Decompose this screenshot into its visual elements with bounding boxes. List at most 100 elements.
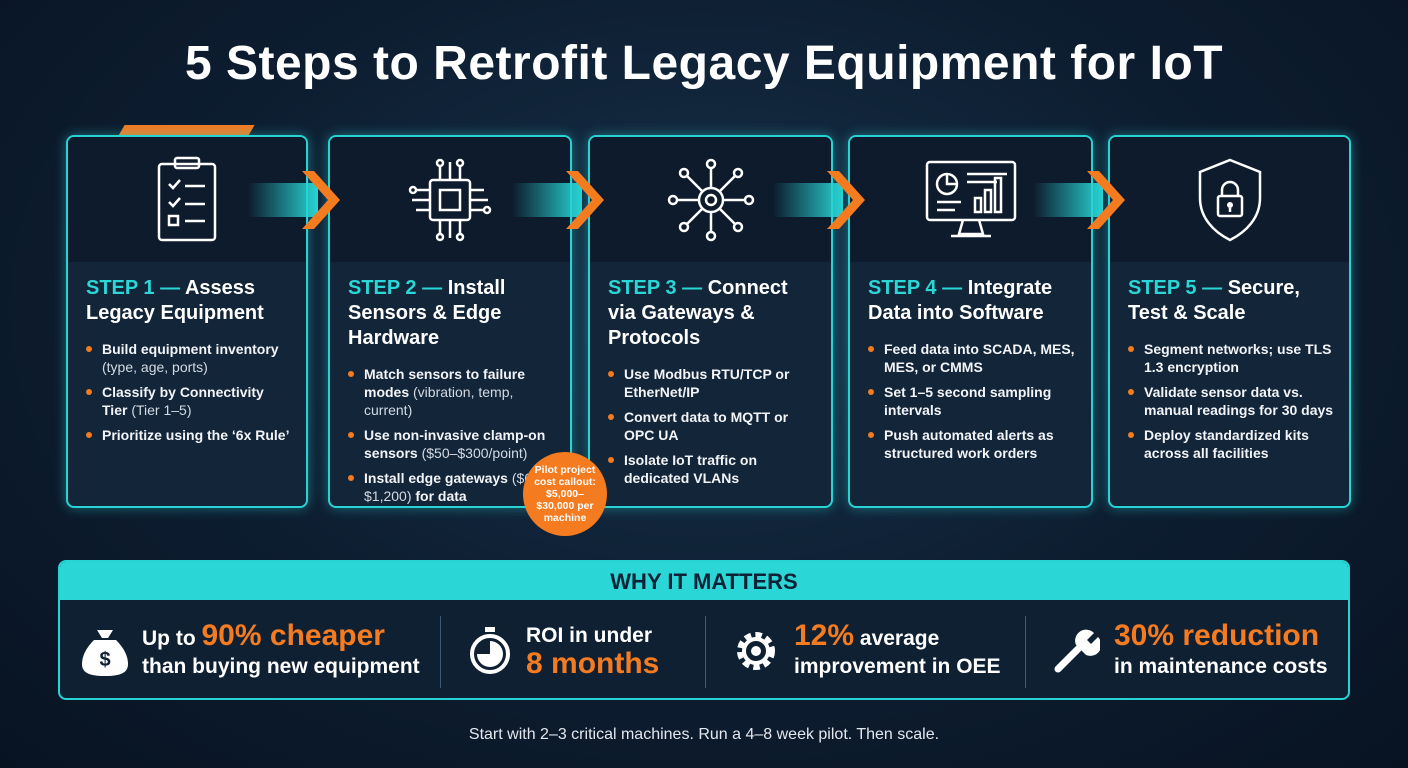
icon-shape	[185, 184, 205, 222]
icon-shape	[936, 200, 961, 211]
icon-shape	[704, 193, 717, 206]
icon-shape	[455, 158, 465, 167]
icon-shape	[676, 167, 745, 232]
icon-shape	[566, 171, 604, 229]
icon	[925, 160, 1016, 237]
bullet: Classify by Connectivity Tier (Tier 1–5)	[86, 383, 292, 419]
step-arrow	[773, 165, 873, 235]
icon-shape	[1075, 629, 1100, 656]
step-title: Integrate Data into Software	[868, 277, 1053, 324]
bullet: Use Modbus RTU/TCP or EtherNet/IP	[608, 365, 817, 401]
bullet: Isolate IoT traffic on dedicated VLANs	[608, 451, 817, 487]
bullet-text: Set 1–5 second sampling intervals	[884, 384, 1052, 418]
step-card: STEP 5 — Secure, Test & Scale Segment net…	[1108, 135, 1351, 508]
icon	[408, 158, 492, 241]
icon-shape	[1054, 645, 1082, 673]
bullet: Use non-invasive clamp-on sensors ($50–$…	[348, 426, 556, 462]
icon-shape	[512, 183, 582, 217]
stat-highlight: 30% reduction	[1114, 618, 1320, 652]
separator	[1025, 616, 1026, 688]
icon	[157, 156, 217, 241]
gear-icon	[737, 632, 775, 670]
icon-shape	[742, 637, 770, 665]
step-bullets: Build equipment inventory (type, age, po…	[86, 340, 292, 444]
icon-shape	[667, 194, 678, 205]
bullet-text: (vibration, temp, current)	[364, 384, 514, 418]
icon-shape	[751, 646, 761, 656]
icon-shape	[925, 160, 1016, 221]
step-label: STEP 1 —	[86, 277, 181, 299]
bullet-text: Use non-invasive clamp-on sensors	[364, 427, 546, 461]
bullet: Validate sensor data vs. manual readings…	[1128, 383, 1335, 419]
icon-shape	[412, 161, 488, 238]
icon	[773, 171, 865, 229]
icon-shape	[773, 183, 843, 217]
step-heading: STEP 2 — Install Sensors & Edge Hardware	[348, 276, 552, 351]
step-icon	[1110, 137, 1349, 262]
stopwatch-icon	[470, 627, 510, 674]
icon-shape	[737, 632, 775, 670]
stat-highlight: 8 months	[526, 646, 660, 680]
icon-shape	[82, 630, 128, 676]
icon	[512, 171, 604, 229]
icon-shape	[482, 205, 492, 214]
icon	[1198, 158, 1261, 241]
icon-shape	[302, 171, 340, 229]
icon	[248, 171, 340, 229]
icon-shape	[705, 158, 716, 169]
icon-shape	[973, 196, 982, 213]
step-heading: STEP 3 — Connect via Gateways & Protocol…	[608, 276, 813, 351]
separator	[440, 616, 441, 688]
bullet-text: Deploy standardized kits across all faci…	[1144, 427, 1309, 461]
bullet-text: Match sensors to failure modes	[364, 366, 526, 400]
icon-shape	[167, 214, 180, 226]
icon-shape	[477, 641, 503, 667]
step-bullets: Feed data into SCADA, MES, MES, or CMMS S…	[868, 340, 1077, 462]
bullet-text: Prioritize using the ‘6x Rule’	[102, 427, 290, 443]
icon-shape	[408, 185, 418, 194]
step-heading: STEP 4 — Integrate Data into Software	[868, 276, 1073, 326]
step-bullets: Segment networks; use TLS 1.3 encryption…	[1128, 340, 1335, 462]
step-title: Assess Legacy Equipment	[86, 277, 264, 324]
icon-shape	[438, 188, 462, 211]
stat-text: in maintenance costs	[1114, 654, 1328, 678]
bullet-text: ($50–$300/point)	[421, 445, 528, 461]
wrench-icon	[1054, 629, 1100, 673]
icon-shape	[678, 167, 689, 178]
icon-shape	[950, 219, 991, 237]
bullet: Set 1–5 second sampling intervals	[868, 383, 1077, 419]
cost-callout: Pilot project cost callout: $5,000–$30,0…	[523, 452, 607, 536]
bullet-text: Build equipment inventory	[102, 341, 279, 357]
separator	[705, 616, 706, 688]
bullet: Match sensors to failure modes (vibratio…	[348, 365, 556, 419]
stat-lead: Up to	[142, 626, 196, 650]
bullet-text: Use Modbus RTU/TCP or EtherNet/IP	[624, 366, 790, 400]
icon-shape	[157, 162, 217, 241]
icon-shape	[697, 186, 724, 213]
bullet: Prioritize using the ‘6x Rule’	[86, 426, 292, 444]
bullet-text: Classify by Connectivity Tier	[102, 384, 264, 418]
footer-note: Start with 2–3 critical machines. Run a …	[468, 726, 940, 743]
bullet-text: Segment networks; use TLS 1.3 encryption	[1144, 341, 1332, 375]
icon-shape	[428, 178, 472, 221]
step-heading: STEP 5 — Secure, Test & Scale	[1128, 276, 1331, 326]
stat-lead: average	[859, 626, 940, 650]
step-arrow	[1033, 165, 1133, 235]
icon-shape	[1216, 194, 1243, 217]
section-title: WHY IT MATTERS	[60, 562, 1348, 600]
icon-shape	[1220, 180, 1239, 196]
icon-shape	[435, 232, 445, 241]
stat: $ Up to 90% cheaper than buying new equip…	[82, 604, 420, 698]
icon-shape	[485, 627, 495, 632]
title: 5 Steps to Retrofit Legacy Equipment for…	[184, 37, 1224, 90]
icon-shape	[732, 167, 743, 178]
step-heading: STEP 1 — Assess Legacy Equipment	[86, 276, 288, 326]
why-it-matters: WHY IT MATTERS $ Up to 90% cheaper than b…	[58, 560, 1350, 700]
stat: 12% average improvement in OEE	[732, 604, 1001, 698]
bullet-text: Convert data to MQTT or OPC UA	[624, 409, 789, 443]
bullet: Feed data into SCADA, MES, MES, or CMMS	[868, 340, 1077, 376]
step-arrow	[512, 165, 612, 235]
stat-highlight: 90% cheaper	[201, 618, 385, 652]
icon-shape	[983, 188, 992, 213]
step-title: Secure, Test & Scale	[1128, 277, 1300, 324]
